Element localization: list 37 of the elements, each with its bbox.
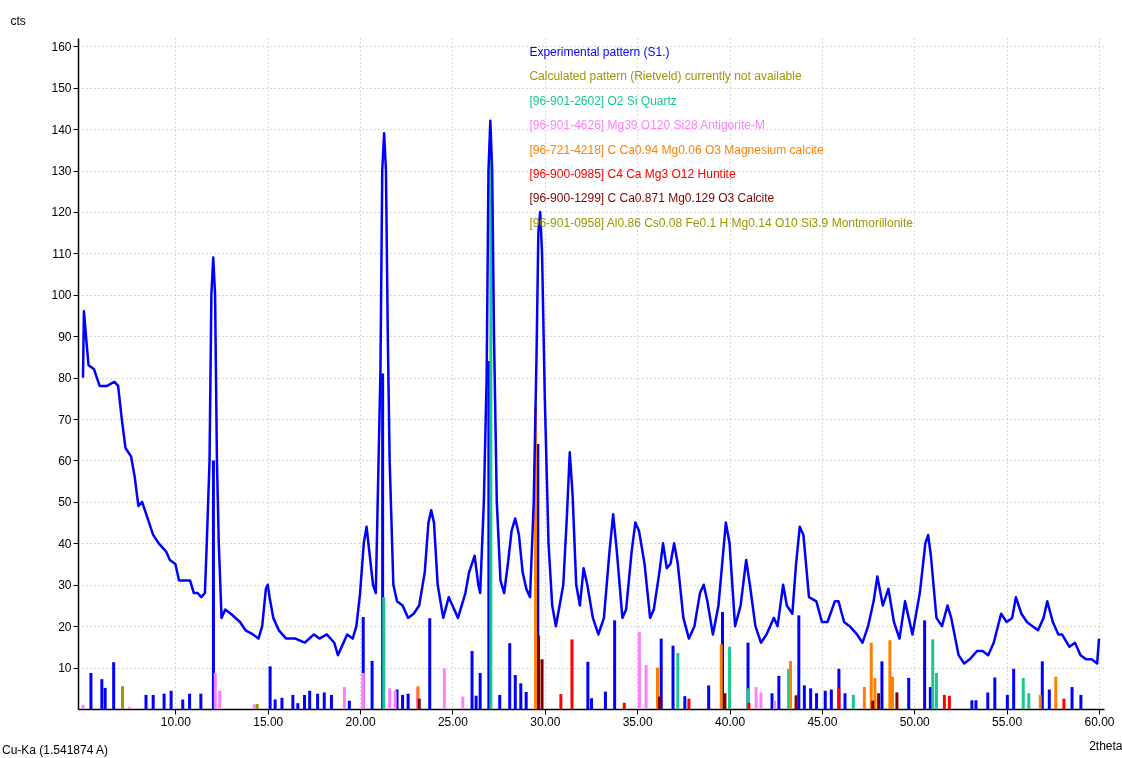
y-tick-label: 110 [52,246,72,261]
x-tick-label: 45.00 [807,714,838,729]
y-tick-label: 60 [58,453,72,468]
text: [96-721-4218] C Ca0.94 Mg0.06 O3 Magnesium calcite [529,142,824,157]
x-tick-label: 55.00 [992,714,1023,729]
y-tick-label: 100 [51,288,72,303]
text: [96-901-4626] Mg39 O120 Si28 Antigorite-M [529,118,765,133]
x-tick-label: 25.00 [437,714,469,729]
text: Experimental pattern (S1.) [529,45,670,59]
text: [96-900-1299] C Ca0.871 Mg0.129 O3 Calcite [529,191,775,206]
y-tick-label: 10 [58,661,72,676]
annotation: Calculated pattern (Rietveld) currently not available [529,69,802,84]
x-tick-label: 15.00 [253,714,284,729]
y-tick-label: 120 [51,205,72,220]
y-tick-label: 40 [58,536,72,551]
text: [96-901-2602] O2 Si Quartz [529,93,677,108]
y-tick-label: 30 [58,578,72,593]
y-tick-label: 150 [51,81,72,96]
y-tick-label: 160 [51,39,72,54]
x-tick-label: 30.00 [530,714,561,729]
y-tick-label: 90 [58,329,72,344]
x-tick-label: 60.00 [1084,714,1115,729]
x-tick-label: 20.00 [345,714,376,729]
y-tick-label: 140 [51,122,72,137]
x-tick-label: 50.00 [899,714,931,729]
x-tick-label: 40.00 [715,714,746,729]
x-tick-label: 10.00 [160,714,192,729]
y-tick-label: 70 [58,412,72,427]
y-tick-label: 20 [58,619,72,634]
y-tick-label: 80 [58,371,72,386]
x-axis-title: 2theta [1089,738,1122,753]
y-tick-label: 50 [58,495,72,510]
text: [96-900-0985] C4 Ca Mg3 O12 Huntite [529,167,736,181]
y-tick-label: 130 [51,164,72,179]
text: Cu-Ka (1.541874 A) [2,743,109,757]
y-axis-title: cts [10,13,26,28]
x-tick-label: 35.00 [622,714,654,729]
